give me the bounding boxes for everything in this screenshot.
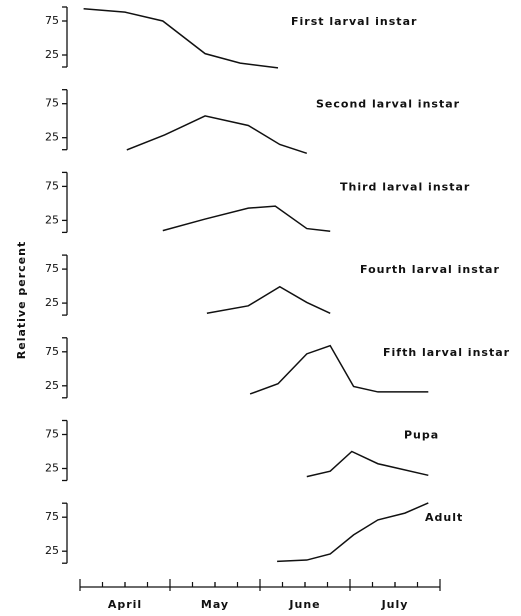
y-tick-label: 75 (45, 97, 59, 110)
data-line (162, 205, 331, 233)
y-tick-label: 25 (45, 379, 59, 392)
data-line (249, 344, 429, 395)
data-line (206, 285, 331, 315)
y-tick-label: 75 (45, 345, 59, 358)
data-line (277, 502, 429, 563)
y-tick-label: 75 (45, 428, 59, 441)
y-tick-label: 25 (45, 131, 59, 144)
y-tick-label: 75 (45, 510, 59, 523)
x-tick-label: May (201, 598, 229, 611)
x-tick-label: June (288, 598, 320, 611)
panel-label: Second larval instar (316, 98, 460, 111)
data-line (83, 8, 279, 69)
panel-label: Fourth larval instar (360, 263, 500, 276)
panel-label: Pupa (404, 429, 439, 442)
panel-label: Fifth larval instar (383, 346, 510, 359)
panel-label: First larval instar (291, 15, 417, 28)
y-tick-label: 75 (45, 179, 59, 192)
y-tick-label: 75 (45, 14, 59, 27)
y-axis-label: Relative percent (15, 241, 28, 359)
data-line (126, 115, 308, 155)
y-tick-label: 25 (45, 296, 59, 309)
x-tick-label: April (108, 598, 142, 611)
y-tick-label: 75 (45, 262, 59, 275)
y-tick-label: 25 (45, 213, 59, 226)
y-tick-label: 25 (45, 48, 59, 61)
panel-label: Adult (425, 511, 463, 524)
data-line (306, 450, 429, 478)
panel-label: Third larval instar (340, 180, 470, 193)
y-tick-label: 25 (45, 544, 59, 557)
x-tick-label: July (381, 598, 409, 611)
y-tick-label: 25 (45, 462, 59, 475)
